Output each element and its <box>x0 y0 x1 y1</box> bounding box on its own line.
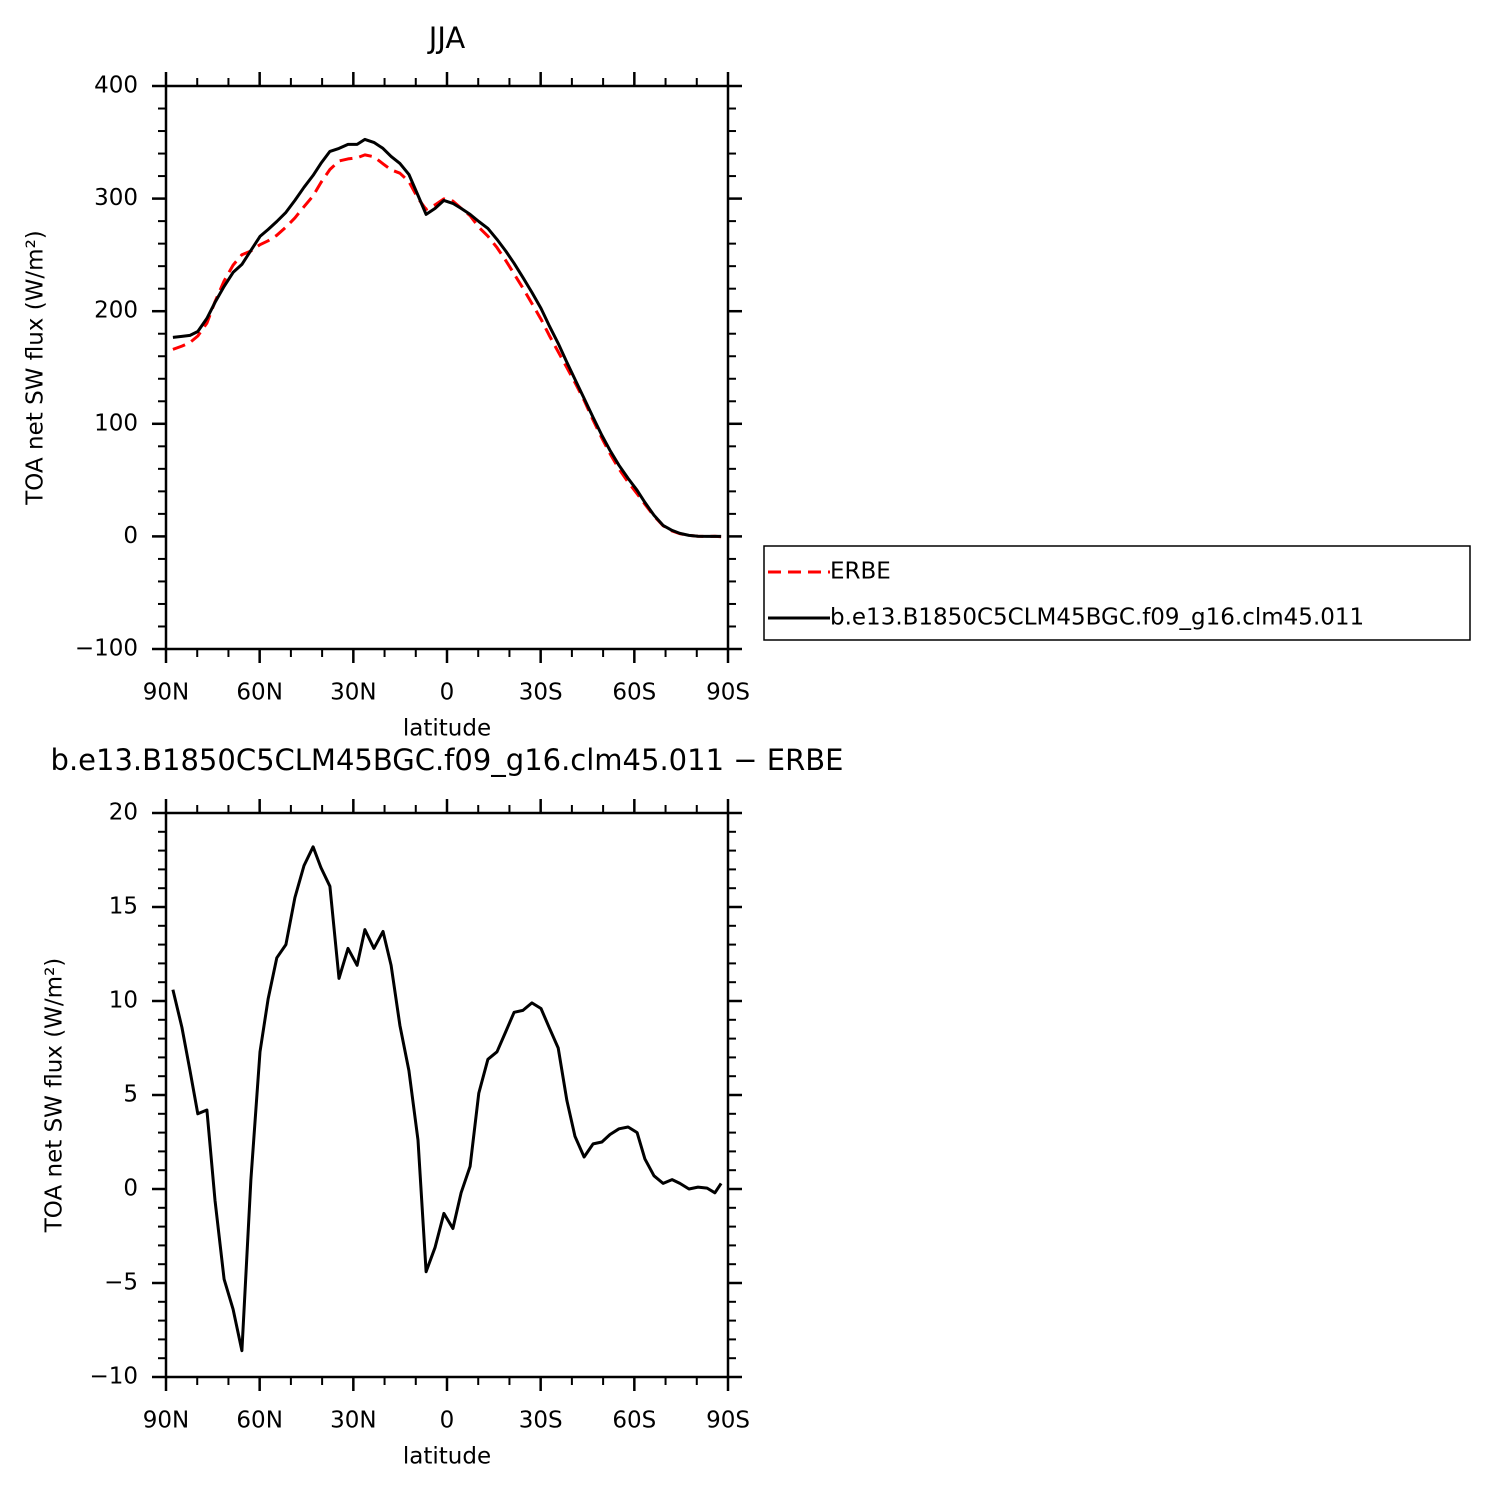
y-tick-label: −5 <box>104 1270 138 1296</box>
y-tick-label: 400 <box>94 73 138 99</box>
x-tick-label: 90S <box>706 1408 750 1434</box>
x-tick-label: 90N <box>143 1408 189 1434</box>
y-tick-label: −10 <box>89 1364 138 1390</box>
chart-title: JJA <box>427 21 466 55</box>
plot-frame <box>164 84 730 651</box>
x-tick-label: 30S <box>519 680 563 706</box>
y-axis-label: TOA net SW flux (W/m²) <box>42 958 68 1234</box>
x-tick-label: 60S <box>612 680 656 706</box>
data-line <box>172 137 722 538</box>
y-tick-label: 300 <box>94 185 138 211</box>
y-tick-label: 15 <box>109 894 138 920</box>
x-tick-label: 90S <box>706 680 750 706</box>
x-tick-label: 30N <box>330 1408 376 1434</box>
x-tick-label: 0 <box>440 680 455 706</box>
x-tick-label: 60N <box>236 680 282 706</box>
x-tick-label: 60N <box>236 1408 282 1434</box>
y-tick-label: 5 <box>123 1082 138 1108</box>
x-tick-label: 60S <box>612 1408 656 1434</box>
legend-label: b.e13.B1850C5CLM45BGC.f09_g16.clm45.011 <box>830 605 1364 631</box>
y-tick-label: 20 <box>109 800 138 826</box>
y-tick-label: 200 <box>94 298 138 324</box>
x-tick-label: 0 <box>440 1408 455 1434</box>
y-axis-label: TOA net SW flux (W/m²) <box>23 230 49 506</box>
data-line <box>172 153 722 539</box>
x-tick-label: 30N <box>330 680 376 706</box>
y-tick-label: 0 <box>123 523 138 549</box>
y-tick-label: 10 <box>109 988 138 1014</box>
x-axis-label: latitude <box>403 1444 491 1470</box>
x-tick-label: 90N <box>143 680 189 706</box>
legend-label: ERBE <box>830 559 891 585</box>
y-tick-label: −100 <box>75 636 138 662</box>
y-tick-label: 0 <box>123 1176 138 1202</box>
data-line <box>171 845 723 1353</box>
x-tick-label: 30S <box>519 1408 563 1434</box>
x-axis-label: latitude <box>403 716 491 742</box>
legend-box <box>763 545 1471 641</box>
plot-frame <box>164 811 730 1379</box>
chart-title: b.e13.B1850C5CLM45BGC.f09_g16.clm45.011 … <box>51 743 844 777</box>
y-tick-label: 100 <box>94 410 138 436</box>
